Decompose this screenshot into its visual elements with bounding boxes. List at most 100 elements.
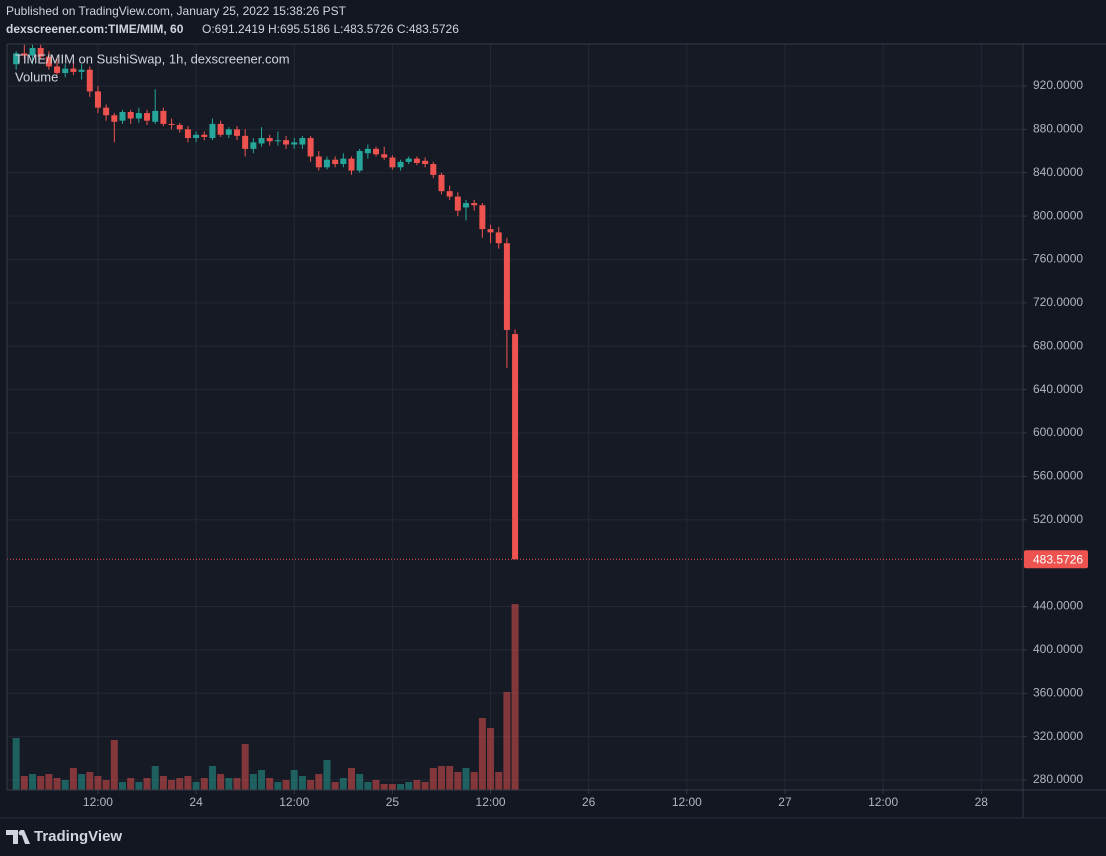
candle-body xyxy=(70,68,77,72)
volume-bar xyxy=(495,772,503,790)
candle-body xyxy=(176,125,183,130)
candle-body xyxy=(364,148,371,154)
volume-bar xyxy=(298,776,306,790)
volume-bar xyxy=(511,604,519,790)
candle-body xyxy=(78,69,85,72)
volume-bar xyxy=(462,768,470,790)
volume-bar xyxy=(168,780,176,790)
volume-bar xyxy=(397,784,405,790)
candle-body xyxy=(283,140,290,145)
candle-body xyxy=(512,334,519,560)
volume-bar xyxy=(37,776,45,790)
volume-bar xyxy=(429,768,437,790)
x-tick-label: 12:00 xyxy=(672,795,702,809)
candle-body xyxy=(454,196,461,211)
candle-body xyxy=(438,174,445,192)
ohlc: O:691.2419 H:695.5186 L:483.5726 C:483.5… xyxy=(202,22,459,36)
candle-body xyxy=(323,159,330,168)
candle-body xyxy=(225,129,232,135)
y-tick-label: 880.0000 xyxy=(1033,122,1083,136)
candle-body xyxy=(103,107,110,116)
volume-bar xyxy=(225,778,233,790)
y-tick-label: 800.0000 xyxy=(1033,208,1083,222)
symbol: dexscreener.com:TIME/MIM, 60 xyxy=(6,22,184,36)
y-tick-label: 280.0000 xyxy=(1033,772,1083,786)
volume-bar xyxy=(110,740,118,790)
candle-body xyxy=(144,113,151,121)
candle-body xyxy=(479,205,486,230)
volume-bar xyxy=(274,782,282,790)
candle-body xyxy=(86,69,93,92)
y-tick-label: 720.0000 xyxy=(1033,295,1083,309)
volume-bar xyxy=(53,778,61,790)
x-tick-label: 12:00 xyxy=(868,795,898,809)
volume-bar xyxy=(78,774,86,790)
y-tick-label: 520.0000 xyxy=(1033,512,1083,526)
y-tick-label: 560.0000 xyxy=(1033,469,1083,483)
candle-body xyxy=(54,66,61,73)
candle-body xyxy=(119,111,126,121)
candle-body xyxy=(13,53,20,65)
volume-bar xyxy=(94,776,102,790)
volume-bar xyxy=(470,772,478,790)
candle-body xyxy=(258,138,265,144)
volume-bar xyxy=(290,770,298,790)
candle-body xyxy=(356,151,363,171)
volume-bar xyxy=(380,784,388,790)
candle-body xyxy=(405,158,412,162)
x-tick-label: 12:00 xyxy=(476,795,506,809)
candle-body xyxy=(21,53,28,56)
candle-body xyxy=(250,142,257,149)
candle-body xyxy=(37,48,44,57)
candle-body xyxy=(446,191,453,197)
candle-body xyxy=(503,243,510,330)
candle-body xyxy=(62,68,69,73)
x-tick-label: 27 xyxy=(778,795,792,809)
x-tick-label: 24 xyxy=(189,795,203,809)
volume-bar xyxy=(192,782,200,790)
volume-bar xyxy=(45,774,53,790)
volume-bar xyxy=(241,744,249,790)
candle-body xyxy=(135,113,142,119)
candle-body xyxy=(299,138,306,145)
volume-bar xyxy=(331,782,339,790)
volume-bar xyxy=(364,782,372,790)
volume-bar xyxy=(307,780,315,790)
y-tick-label: 640.0000 xyxy=(1033,382,1083,396)
volume-bar xyxy=(217,774,225,790)
candle-body xyxy=(332,159,339,165)
y-tick-label: 600.0000 xyxy=(1033,425,1083,439)
volume-bar xyxy=(437,766,445,790)
candle-body xyxy=(160,110,167,124)
volume-bar xyxy=(12,738,20,790)
y-tick-label: 400.0000 xyxy=(1033,642,1083,656)
volume-bar xyxy=(69,768,77,790)
volume-bar xyxy=(135,782,143,790)
candle-body xyxy=(29,48,36,56)
volume-bar xyxy=(176,778,184,790)
candle-body xyxy=(422,160,429,165)
volume-bar xyxy=(208,766,216,790)
candle-body xyxy=(381,154,388,158)
last-price-label: 483.5726 xyxy=(1033,552,1083,566)
x-tick-label: 25 xyxy=(386,795,400,809)
candle-body xyxy=(233,129,240,136)
candle-body xyxy=(184,129,191,139)
candle-body xyxy=(201,134,208,137)
candle-body xyxy=(471,203,478,206)
y-tick-label: 360.0000 xyxy=(1033,685,1083,699)
brand: TradingView xyxy=(34,828,122,845)
candle-body xyxy=(209,123,216,139)
candle-body xyxy=(242,135,249,149)
y-tick-label: 440.0000 xyxy=(1033,599,1083,613)
brand-logo xyxy=(6,830,30,844)
volume-bar xyxy=(249,774,257,790)
volume-bar xyxy=(159,776,167,790)
candle-body xyxy=(274,140,281,142)
candle-body xyxy=(127,111,134,119)
y-tick-label: 920.0000 xyxy=(1033,78,1083,92)
volume-bar xyxy=(323,760,331,790)
y-tick-label: 840.0000 xyxy=(1033,165,1083,179)
volume-bar xyxy=(348,768,356,790)
